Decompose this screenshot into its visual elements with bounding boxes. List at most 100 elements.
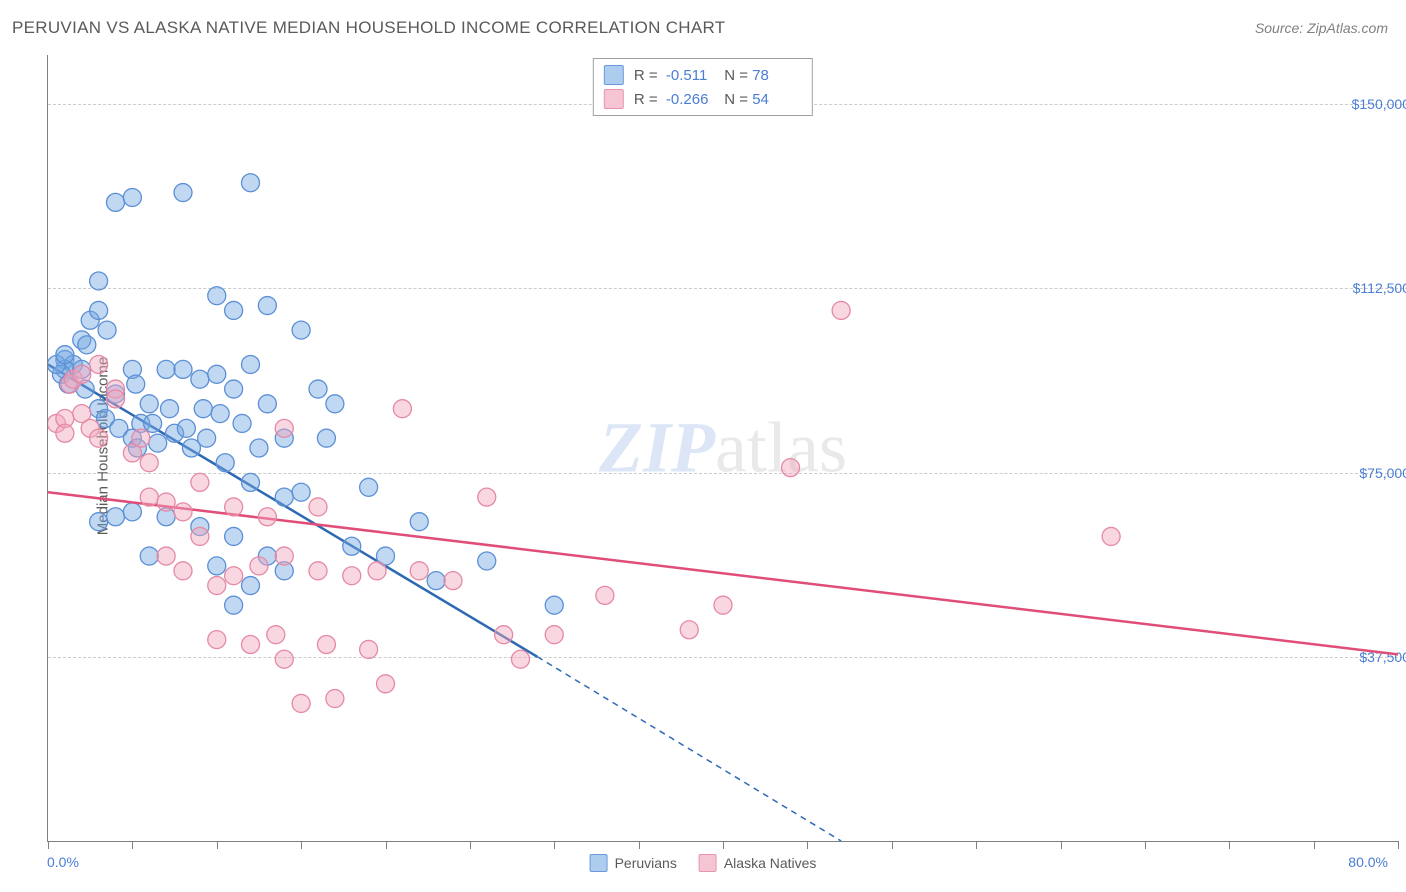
data-point-alaska_natives <box>61 375 79 393</box>
data-point-peruvians <box>174 184 192 202</box>
x-tick <box>1145 841 1146 849</box>
data-point-peruvians <box>225 380 243 398</box>
data-point-peruvians <box>317 429 335 447</box>
legend-item-alaska_natives: Alaska Natives <box>699 854 817 872</box>
data-point-alaska_natives <box>832 301 850 319</box>
data-point-peruvians <box>275 488 293 506</box>
data-point-alaska_natives <box>56 424 74 442</box>
data-point-alaska_natives <box>275 547 293 565</box>
data-point-peruvians <box>110 419 128 437</box>
data-point-alaska_natives <box>275 650 293 668</box>
x-tick <box>892 841 893 849</box>
watermark-zip: ZIP <box>599 408 715 488</box>
data-point-peruvians <box>208 287 226 305</box>
data-point-alaska_natives <box>90 429 108 447</box>
data-point-peruvians <box>191 370 209 388</box>
stats-row-peruvians: R = -0.511 N = 78 <box>604 63 802 87</box>
data-point-alaska_natives <box>73 405 91 423</box>
data-point-alaska_natives <box>309 562 327 580</box>
legend-item-peruvians: Peruvians <box>590 854 677 872</box>
data-point-alaska_natives <box>191 527 209 545</box>
data-point-peruvians <box>157 360 175 378</box>
data-point-alaska_natives <box>81 419 99 437</box>
data-point-alaska_natives <box>317 636 335 654</box>
data-point-peruvians <box>56 351 74 369</box>
data-point-peruvians <box>242 355 260 373</box>
data-point-peruvians <box>123 360 141 378</box>
gridline: $37,500 <box>48 657 1406 658</box>
data-point-peruvians <box>275 562 293 580</box>
data-point-alaska_natives <box>714 596 732 614</box>
data-point-alaska_natives <box>1102 527 1120 545</box>
data-point-peruvians <box>326 395 344 413</box>
regression-line-alaska_natives <box>48 492 1398 654</box>
source-label: Source: <box>1255 20 1303 36</box>
chart-title: PERUVIAN VS ALASKA NATIVE MEDIAN HOUSEHO… <box>12 18 725 38</box>
data-point-alaska_natives <box>140 488 158 506</box>
data-point-peruvians <box>211 405 229 423</box>
x-tick <box>1229 841 1230 849</box>
data-point-alaska_natives <box>64 370 82 388</box>
data-point-peruvians <box>107 193 125 211</box>
legend-label-alaska_natives: Alaska Natives <box>724 855 817 871</box>
data-point-alaska_natives <box>258 508 276 526</box>
data-point-peruvians <box>225 596 243 614</box>
data-point-peruvians <box>140 395 158 413</box>
data-point-peruvians <box>166 424 184 442</box>
data-point-peruvians <box>309 380 327 398</box>
data-point-alaska_natives <box>782 459 800 477</box>
data-point-alaska_natives <box>132 429 150 447</box>
data-point-peruvians <box>410 513 428 531</box>
x-tick <box>1314 841 1315 849</box>
data-point-alaska_natives <box>225 498 243 516</box>
data-point-peruvians <box>127 375 145 393</box>
data-point-peruvians <box>198 429 216 447</box>
data-point-alaska_natives <box>107 380 125 398</box>
data-point-alaska_natives <box>208 631 226 649</box>
data-point-alaska_natives <box>680 621 698 639</box>
data-point-alaska_natives <box>545 626 563 644</box>
data-point-alaska_natives <box>275 419 293 437</box>
data-point-alaska_natives <box>174 503 192 521</box>
data-point-peruvians <box>157 508 175 526</box>
x-tick <box>554 841 555 849</box>
y-tick-label: $150,000 <box>1352 96 1406 112</box>
data-point-peruvians <box>343 537 361 555</box>
data-point-peruvians <box>360 478 378 496</box>
stats-text-peruvians: R = -0.511 N = 78 <box>634 67 802 84</box>
data-point-peruvians <box>194 400 212 418</box>
data-point-peruvians <box>107 385 125 403</box>
data-point-alaska_natives <box>48 414 65 432</box>
data-point-alaska_natives <box>250 557 268 575</box>
x-tick <box>807 841 808 849</box>
data-point-alaska_natives <box>292 694 310 712</box>
data-point-peruvians <box>123 503 141 521</box>
data-point-peruvians <box>90 400 108 418</box>
data-point-peruvians <box>225 301 243 319</box>
data-point-alaska_natives <box>123 444 141 462</box>
data-point-alaska_natives <box>495 626 513 644</box>
data-point-peruvians <box>140 547 158 565</box>
data-point-peruvians <box>96 410 114 428</box>
x-tick <box>976 841 977 849</box>
data-point-peruvians <box>123 429 141 447</box>
data-point-peruvians <box>132 414 150 432</box>
data-point-peruvians <box>174 360 192 378</box>
x-tick <box>470 841 471 849</box>
data-point-peruvians <box>208 365 226 383</box>
x-axis-max-label: 80.0% <box>1348 854 1388 870</box>
regression-line-peruvians <box>48 364 537 656</box>
data-point-peruvians <box>64 355 82 373</box>
data-point-alaska_natives <box>191 473 209 491</box>
data-point-alaska_natives <box>343 567 361 585</box>
data-point-alaska_natives <box>140 454 158 472</box>
x-tick <box>217 841 218 849</box>
data-point-alaska_natives <box>393 400 411 418</box>
data-point-alaska_natives <box>242 636 260 654</box>
data-point-alaska_natives <box>225 567 243 585</box>
gridline: $112,500 <box>48 288 1406 289</box>
data-point-peruvians <box>107 508 125 526</box>
y-tick-label: $37,500 <box>1359 649 1406 665</box>
data-point-alaska_natives <box>174 562 192 580</box>
data-point-peruvians <box>73 331 91 349</box>
